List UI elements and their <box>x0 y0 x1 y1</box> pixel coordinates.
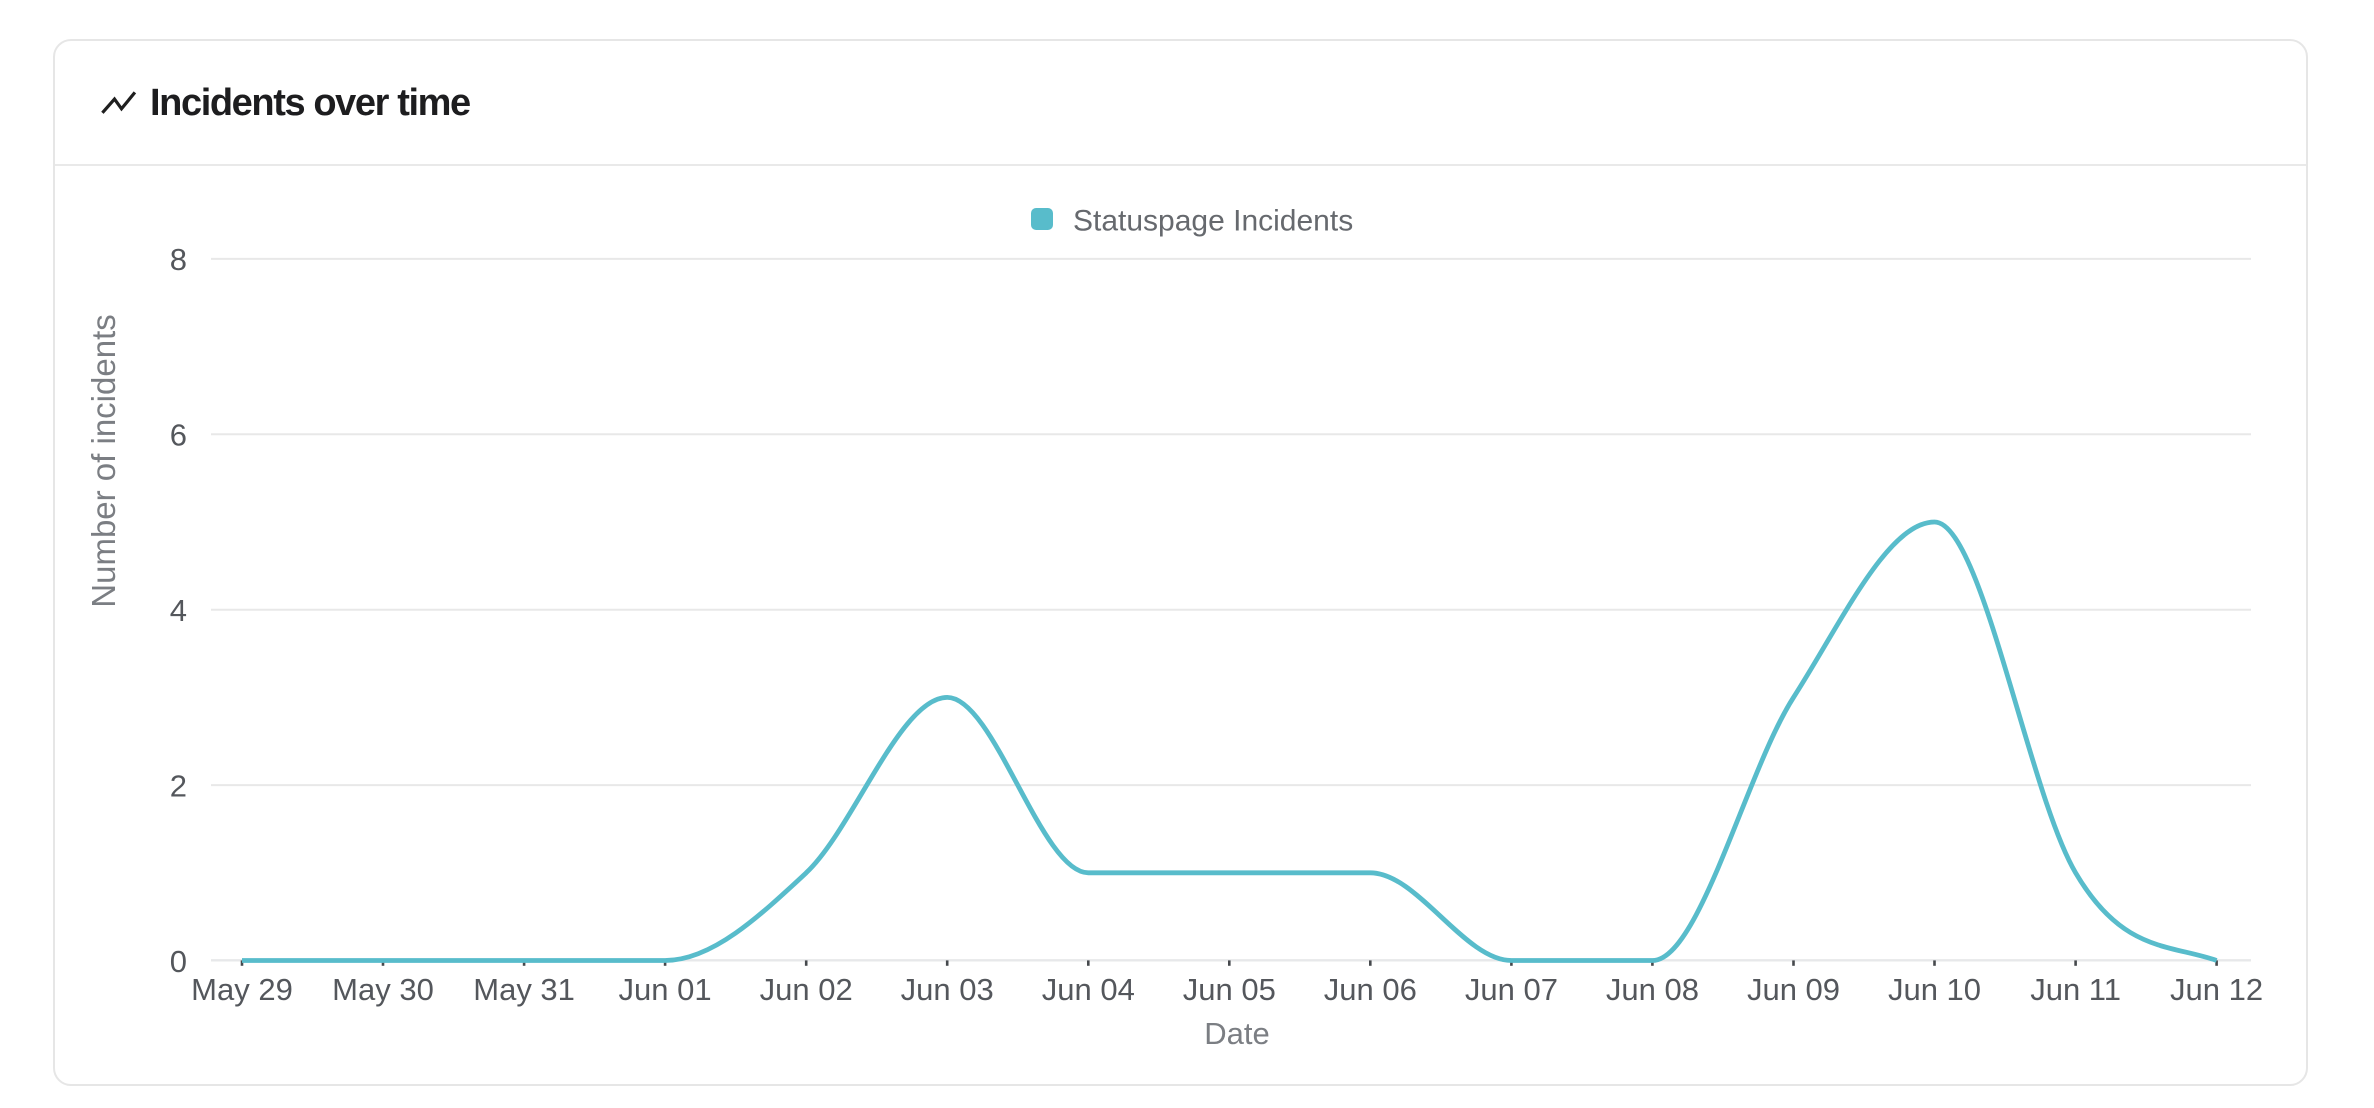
svg-text:Jun 05: Jun 05 <box>1183 972 1276 1007</box>
svg-text:Jun 07: Jun 07 <box>1465 972 1558 1007</box>
svg-text:Statuspage Incidents: Statuspage Incidents <box>1073 205 1353 238</box>
svg-text:Incidents over time: Incidents over time <box>150 82 470 124</box>
svg-text:2: 2 <box>170 768 187 803</box>
svg-text:0: 0 <box>170 944 187 979</box>
svg-text:8: 8 <box>170 242 187 277</box>
svg-text:4: 4 <box>170 593 187 628</box>
svg-text:Jun 10: Jun 10 <box>1888 972 1981 1007</box>
svg-text:May 31: May 31 <box>473 972 575 1007</box>
svg-text:Jun 08: Jun 08 <box>1606 972 1699 1007</box>
svg-text:Jun 01: Jun 01 <box>619 972 712 1007</box>
svg-text:Jun 03: Jun 03 <box>901 972 994 1007</box>
svg-text:Jun 11: Jun 11 <box>2030 972 2121 1007</box>
svg-text:Date: Date <box>1204 1016 1269 1051</box>
svg-text:Jun 09: Jun 09 <box>1747 972 1840 1007</box>
svg-text:Number of incidents: Number of incidents <box>85 314 122 607</box>
svg-text:May 29: May 29 <box>191 972 293 1007</box>
svg-text:Jun 12: Jun 12 <box>2170 972 2263 1007</box>
svg-text:Jun 02: Jun 02 <box>760 972 853 1007</box>
svg-text:Jun 06: Jun 06 <box>1324 972 1417 1007</box>
svg-text:May 30: May 30 <box>332 972 434 1007</box>
svg-text:6: 6 <box>170 418 187 453</box>
svg-text:Jun 04: Jun 04 <box>1042 972 1135 1007</box>
